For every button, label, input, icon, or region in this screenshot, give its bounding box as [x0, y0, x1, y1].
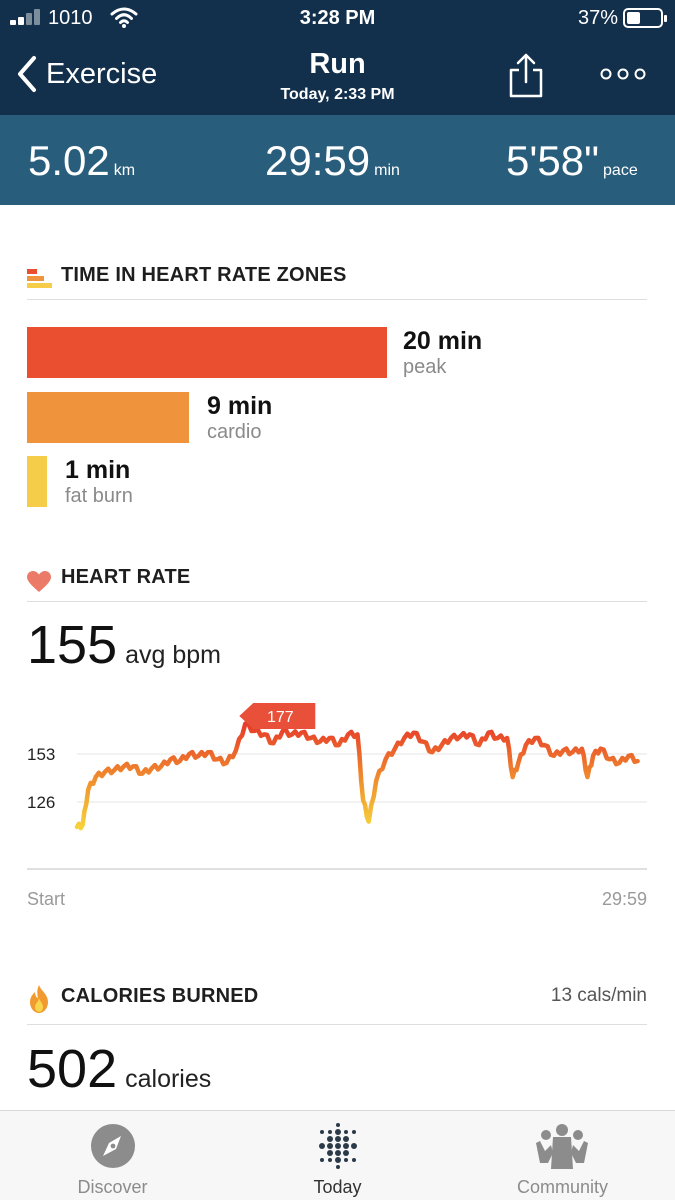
page-title: Run: [309, 48, 366, 80]
calories-rate: 13 cals/min: [550, 985, 647, 1006]
signal-icon: [10, 9, 44, 25]
zone-label-fat-burn: fat burn: [65, 485, 133, 507]
x-tick-label: Start: [27, 889, 65, 909]
battery-percent: 37%: [577, 7, 618, 29]
y-tick-label: 153: [27, 745, 55, 764]
chevron-left-icon: [18, 56, 36, 92]
zone-value-cardio: 9 min: [207, 392, 273, 420]
back-button[interactable]: Exercise: [14, 54, 157, 94]
distance-stat: 5.02 km: [28, 137, 135, 185]
zone-bar-fat-burn: [27, 456, 47, 507]
heart-rate-section-header: HEART RATE: [27, 566, 647, 602]
avg-heart-rate-value: 155: [27, 615, 118, 675]
calories-value: 502: [27, 1039, 118, 1099]
people-icon: [536, 1124, 588, 1169]
tab-bar: Discover Today Community: [0, 1110, 675, 1200]
tab-label-today: Today: [313, 1177, 362, 1197]
zone-bar-peak: [27, 327, 387, 378]
heart-rate-heading: HEART RATE: [61, 566, 191, 588]
zone-label-cardio: cardio: [207, 421, 262, 443]
avg-heart-rate-suffix: avg bpm: [125, 641, 221, 669]
calories-total: 502 calories: [27, 1038, 211, 1100]
distance-unit: km: [113, 162, 136, 179]
status-time: 3:28 PM: [299, 7, 376, 29]
tab-label-discover: Discover: [77, 1177, 148, 1197]
pace-unit: pace: [603, 162, 638, 179]
zone-value-fat-burn: 1 min: [65, 456, 131, 484]
calories-suffix: calories: [125, 1065, 212, 1093]
calories-heading: CALORIES BURNED: [61, 985, 259, 1007]
zones-heading: TIME IN HEART RATE ZONES: [61, 264, 347, 286]
calories-section-header: CALORIES BURNED 13 cals/min: [27, 985, 647, 1025]
more-icon[interactable]: [598, 66, 648, 82]
duration-stat: 29:59 min: [265, 137, 400, 185]
carrier-label: 1010: [48, 7, 93, 29]
tab-community[interactable]: Community: [450, 1111, 675, 1200]
peak-marker: 177: [239, 703, 316, 729]
heart-rate-line: [74, 721, 640, 831]
tab-label-community: Community: [516, 1177, 609, 1197]
zone-bar-cardio: [27, 392, 189, 443]
duration-value: 29:59: [265, 137, 371, 184]
top-header: 1010 3:28 PM 37% Exercise Run Today, 2:3…: [0, 0, 675, 115]
compass-icon: [91, 1124, 135, 1168]
status-bar: 1010 3:28 PM 37%: [0, 0, 675, 36]
pace-value: 5'58": [506, 137, 600, 184]
x-tick-label: 29:59: [602, 889, 647, 909]
heart-rate-chart: 126 153 Start 29:59 177: [27, 703, 647, 909]
flame-icon: [30, 985, 48, 1013]
heart-icon: [27, 571, 51, 592]
wifi-icon: [110, 7, 138, 28]
share-icon[interactable]: [506, 52, 546, 98]
avg-heart-rate: 155 avg bpm: [27, 614, 221, 676]
distance-value: 5.02: [28, 137, 110, 184]
tab-today[interactable]: Today: [225, 1111, 450, 1200]
duration-unit: min: [374, 162, 400, 179]
peak-label: 177: [267, 709, 294, 726]
page-subtitle: Today, 2:33 PM: [280, 86, 395, 103]
battery-icon: [623, 8, 667, 28]
zone-label-peak: peak: [403, 356, 447, 378]
zones-section-header: TIME IN HEART RATE ZONES: [27, 264, 647, 300]
back-label: Exercise: [46, 57, 158, 90]
dots-grid-icon: [319, 1123, 357, 1169]
zones-icon: [27, 269, 52, 288]
summary-stats: 5.02 km 29:59 min 5'58" pace: [0, 115, 675, 205]
zone-value-peak: 20 min: [403, 327, 483, 355]
y-tick-label: 126: [27, 793, 55, 812]
pace-stat: 5'58" pace: [506, 137, 638, 185]
tab-discover[interactable]: Discover: [0, 1111, 225, 1200]
